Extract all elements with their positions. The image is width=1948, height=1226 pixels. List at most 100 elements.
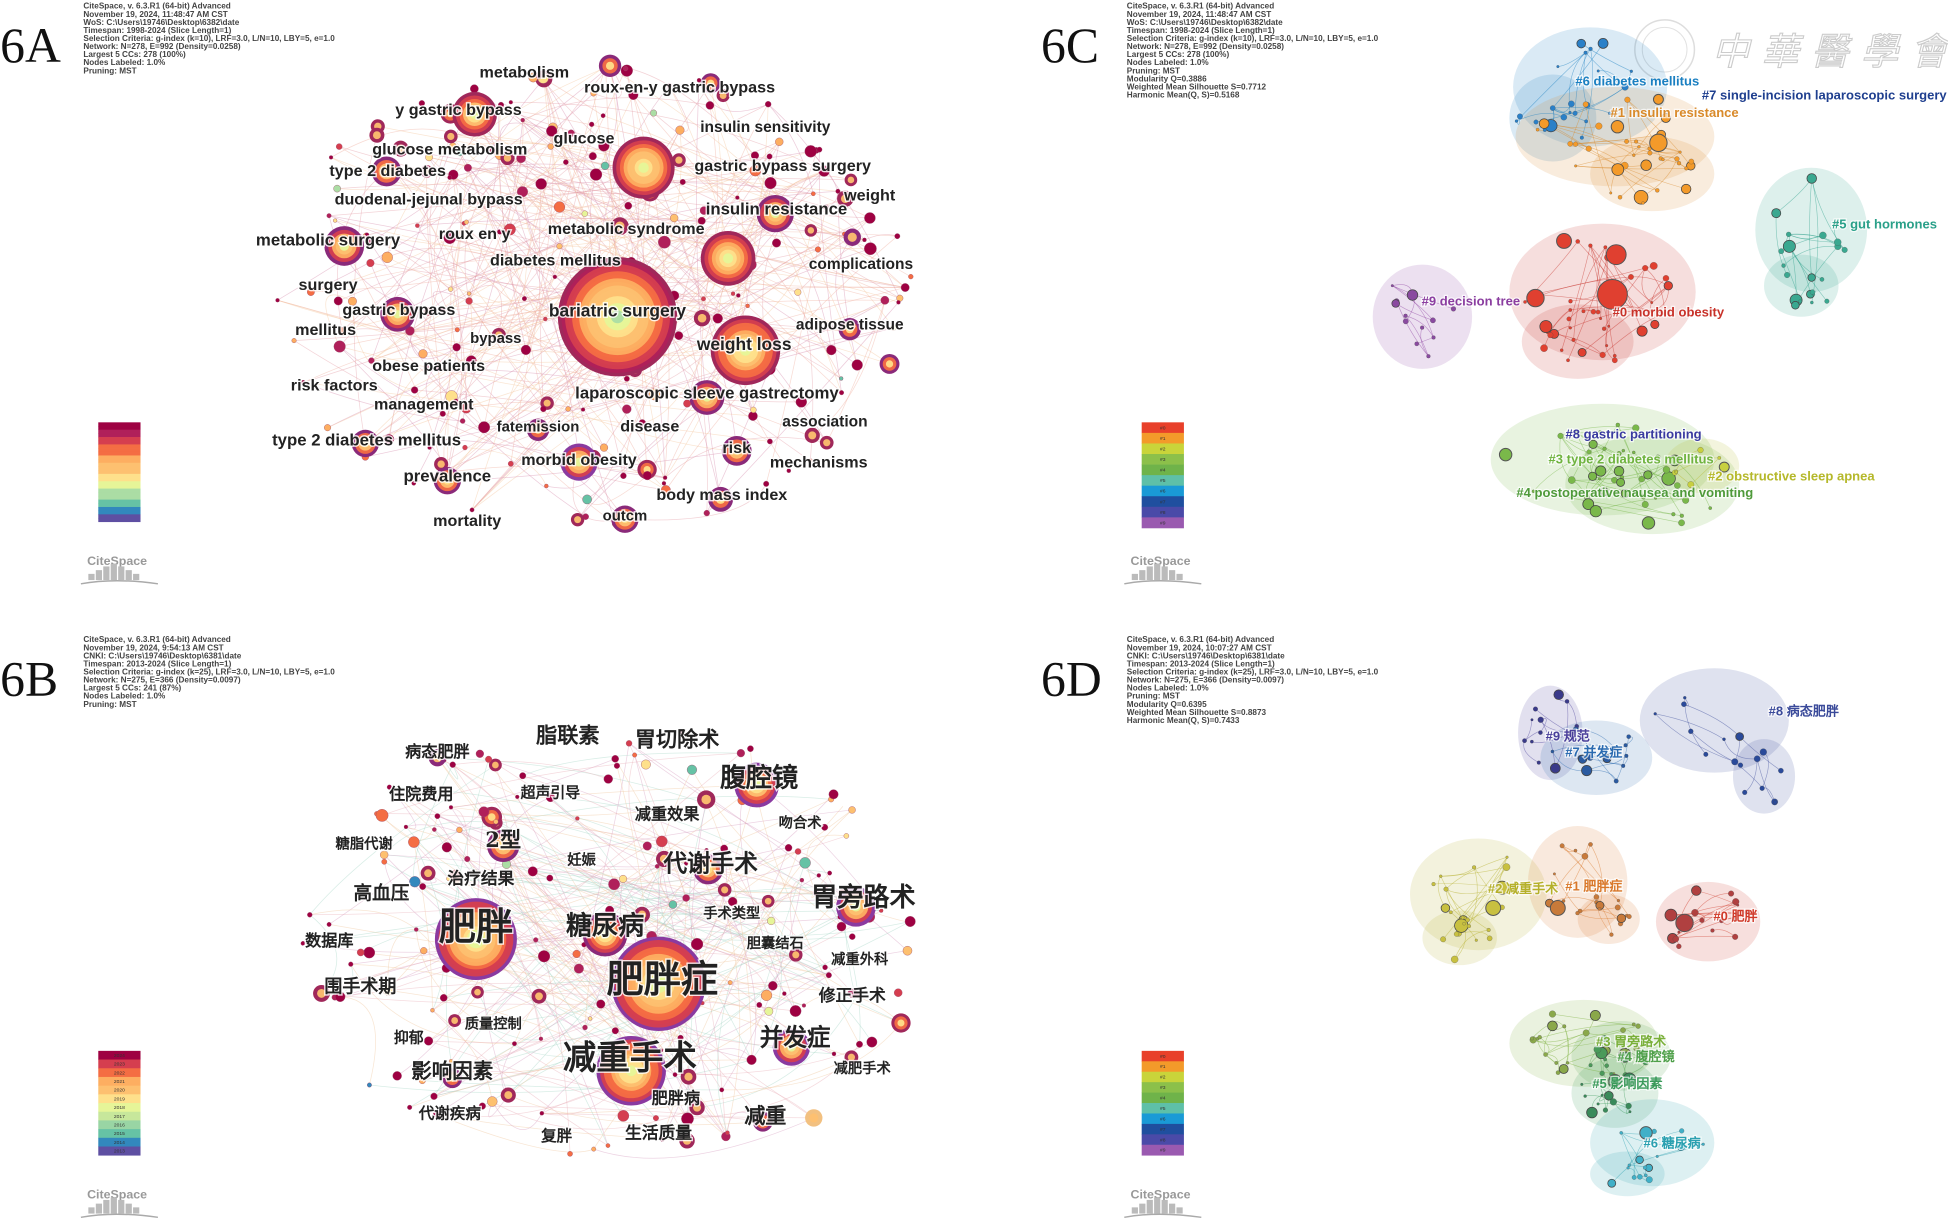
network-edge xyxy=(1783,246,1838,266)
network-node xyxy=(1662,466,1671,474)
network-edge xyxy=(806,834,847,894)
network-node xyxy=(1679,1128,1685,1134)
network-edge xyxy=(450,758,616,808)
network-node xyxy=(496,252,501,258)
network-edge xyxy=(765,207,827,484)
network-edge xyxy=(437,757,709,870)
network-node xyxy=(1576,38,1586,49)
network-edge xyxy=(482,1105,763,1123)
network-node xyxy=(763,480,770,487)
legend-swatch xyxy=(98,440,141,445)
header-line: Harmonic Mean(Q, S)=0.5168 xyxy=(1127,91,1240,100)
network-edge xyxy=(717,170,825,319)
network-node xyxy=(1642,265,1649,272)
network-node xyxy=(291,338,297,344)
network-node xyxy=(1586,1106,1598,1119)
network-edge xyxy=(376,813,707,851)
network-node xyxy=(338,327,347,336)
network-node xyxy=(608,878,620,891)
header-line: Network: N=278, E=992 (Density=0.0258) xyxy=(83,42,241,51)
legend-swatch xyxy=(98,1120,141,1130)
network-node xyxy=(1703,751,1709,757)
network-node xyxy=(1530,1036,1534,1041)
legend-swatch xyxy=(1141,1050,1184,1062)
network-node xyxy=(1567,141,1573,147)
network-edge xyxy=(1545,1025,1639,1055)
network-edge xyxy=(1545,1054,1559,1073)
legend-swatch xyxy=(98,477,141,482)
cluster-hull xyxy=(1409,838,1547,951)
network-node xyxy=(384,434,395,445)
legend-label: 2017 xyxy=(114,1114,125,1120)
network-edge xyxy=(388,366,427,440)
legend-swatch xyxy=(98,1068,141,1078)
network-edge xyxy=(1533,1039,1600,1047)
network-edge xyxy=(434,829,727,1137)
network-node xyxy=(449,869,462,882)
legend-swatch xyxy=(98,1050,141,1060)
network-node xyxy=(620,472,627,479)
network-node xyxy=(1572,141,1579,147)
network-node xyxy=(1597,278,1628,310)
network-edge xyxy=(1563,844,1591,902)
network-edge xyxy=(1592,476,1674,515)
network-node xyxy=(1678,150,1682,154)
network-node xyxy=(1626,1166,1630,1170)
header-line: Selection Criteria: g-index (k=10), LRF=… xyxy=(1127,34,1379,43)
network-edge xyxy=(455,875,602,1005)
network-edge xyxy=(503,845,853,994)
network-node xyxy=(507,460,514,467)
network-node xyxy=(328,155,334,160)
network-node xyxy=(730,291,736,296)
network-node xyxy=(1472,865,1477,870)
network-node xyxy=(1778,767,1784,774)
network-node xyxy=(1554,1061,1559,1065)
node-label: roux-en-y gastric bypass xyxy=(584,79,775,97)
network-edge xyxy=(425,366,802,403)
network-node xyxy=(1615,422,1620,428)
node-label: 2型 xyxy=(485,827,521,852)
cluster-label: #6 diabetes mellitus xyxy=(1575,74,1699,89)
network-edge xyxy=(422,1080,722,1091)
panel-a-meta: 6A CiteSpace, v. 6.3.R1 (64-bit) Advanced… xyxy=(0,2,335,585)
legend-swatch xyxy=(98,437,141,442)
network-node xyxy=(1581,853,1589,860)
network-node xyxy=(816,873,821,878)
network-node xyxy=(1759,748,1767,756)
network-node xyxy=(1533,119,1539,125)
network-edge xyxy=(436,1114,594,1153)
header-line: CiteSpace, v. 6.3.R1 (64-bit) Advanced xyxy=(83,2,230,11)
node-label: gastric bypass xyxy=(342,301,455,319)
network-edge xyxy=(422,878,772,922)
network-edge xyxy=(499,122,552,159)
network-edge xyxy=(767,103,814,194)
network-node xyxy=(750,151,759,160)
node-label: 住院费用 xyxy=(389,784,453,803)
network-edge xyxy=(1590,745,1626,758)
network-node xyxy=(520,117,525,123)
network-node xyxy=(764,177,777,190)
network-edge xyxy=(428,1040,657,1119)
header-line: Weighted Mean Silhouette S=0.8873 xyxy=(1127,708,1267,717)
network-node xyxy=(1535,127,1540,132)
cluster-label: #1 肥胖症 xyxy=(1565,879,1622,894)
network-node xyxy=(1674,156,1680,162)
network-node xyxy=(1641,201,1645,205)
network-node xyxy=(1771,208,1782,219)
legend-swatch xyxy=(98,488,141,493)
network-node xyxy=(1599,351,1606,358)
network-edge xyxy=(1627,1130,1682,1169)
network-edge xyxy=(393,169,467,409)
node-label: insulin resistance xyxy=(706,200,848,219)
network-edge xyxy=(302,910,882,944)
network-edge xyxy=(409,141,780,332)
node-label: metabolism xyxy=(480,64,570,82)
network-edge xyxy=(471,94,634,511)
network-node xyxy=(454,327,460,333)
network-edge xyxy=(810,151,838,208)
network-edge xyxy=(302,885,826,944)
network-node xyxy=(666,83,673,89)
legend-label: #6 xyxy=(1160,489,1166,495)
network-node xyxy=(1605,244,1627,266)
network-node xyxy=(1649,262,1658,270)
